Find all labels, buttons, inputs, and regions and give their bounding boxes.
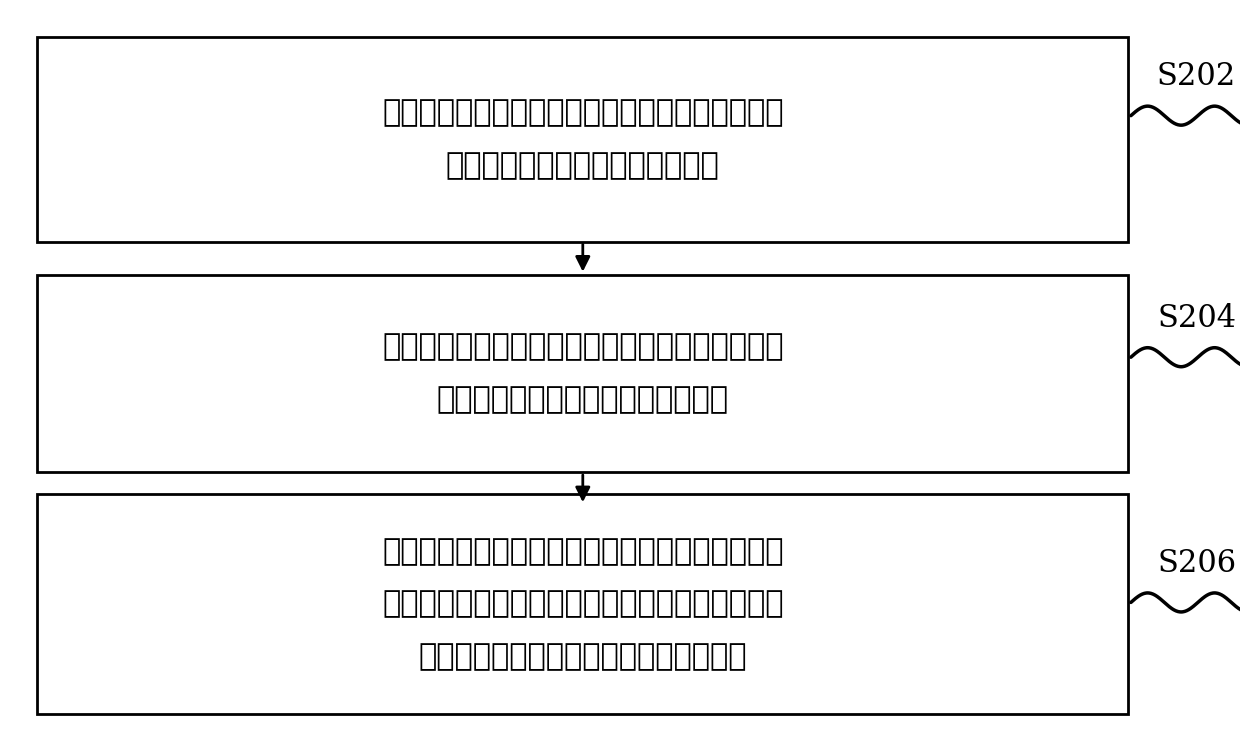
Text: 基于专业分工界面节点或设备结构界面节点进行二: 基于专业分工界面节点或设备结构界面节点进行二: [382, 332, 784, 362]
Text: 进行二分搜索，以确定控制回路的故障点: 进行二分搜索，以确定控制回路的故障点: [419, 642, 746, 671]
Text: S206: S206: [1157, 548, 1236, 579]
Bar: [37, 37, 1128, 242]
Text: 预设故障率的元件接点，基于关键节点或元件接点: 预设故障率的元件接点，基于关键节点或元件接点: [382, 589, 784, 619]
Text: 分搜索，以确定控制回路的故障区域: 分搜索，以确定控制回路的故障区域: [436, 385, 729, 414]
Text: 分工界面节点或设备结构界面节点: 分工界面节点或设备结构界面节点: [446, 151, 719, 180]
Text: S204: S204: [1157, 303, 1236, 334]
Text: S202: S202: [1157, 61, 1236, 92]
Text: 获取故障区域的关键节点或故障区域内故障率高于: 获取故障区域的关键节点或故障区域内故障率高于: [382, 537, 784, 566]
Bar: [37, 274, 1128, 472]
Bar: [37, 494, 1128, 714]
Text: 在控制回路发生断线故障后，获取控制回路的专业: 在控制回路发生断线故障后，获取控制回路的专业: [382, 98, 784, 127]
